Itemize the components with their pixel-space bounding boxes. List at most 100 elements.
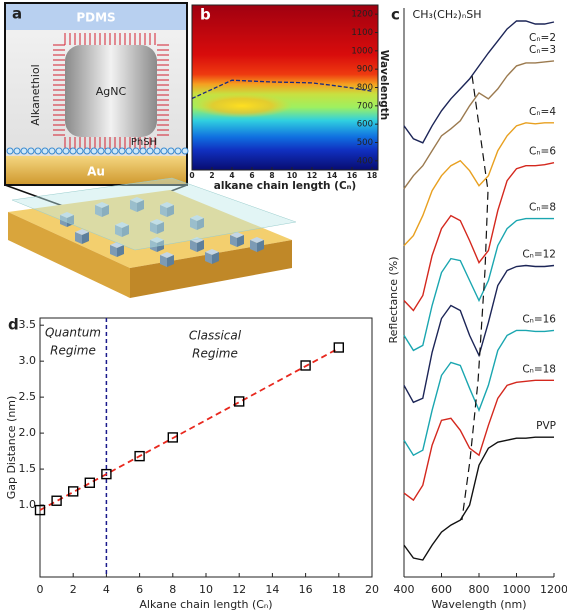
x-tick-label: 6 bbox=[136, 583, 143, 596]
y-tick-label: 2.5 bbox=[19, 390, 37, 403]
panel-label: d bbox=[8, 316, 19, 334]
linker-bead bbox=[146, 147, 154, 155]
substrate-side bbox=[8, 212, 130, 298]
cube bbox=[197, 240, 204, 252]
linker-bead bbox=[69, 147, 77, 155]
data-point bbox=[67, 486, 79, 497]
particle-label: AgNC bbox=[96, 85, 127, 98]
y-axis-title: Gap Distance (nm) bbox=[5, 396, 18, 500]
linker-bead bbox=[118, 147, 126, 155]
region-label: Regime bbox=[50, 344, 96, 358]
y-axis-title: Reflectance (%) bbox=[387, 256, 400, 343]
x-tick-label: 12 bbox=[232, 583, 246, 596]
x-tick-label: 18 bbox=[332, 583, 346, 596]
spectrum bbox=[403, 329, 555, 457]
schematic: PDMS Au AgNC Alkanethiol PhSH a bbox=[4, 2, 297, 298]
x-tick-label: 600 bbox=[431, 583, 452, 596]
linker-bead bbox=[160, 147, 168, 155]
cube bbox=[250, 240, 257, 252]
cube bbox=[190, 240, 197, 252]
contour-line bbox=[191, 79, 373, 100]
x-tick-label: 0 bbox=[37, 583, 44, 596]
linker-bead bbox=[83, 147, 91, 155]
x-axis-title: Alkane chain length (Cₙ) bbox=[139, 598, 272, 611]
cube bbox=[102, 205, 109, 217]
cube bbox=[205, 252, 212, 264]
x-tick-label: 20 bbox=[365, 583, 379, 596]
y-tick-label: 1.0 bbox=[19, 498, 37, 511]
ligand-label: Alkanethiol bbox=[29, 64, 42, 125]
series-label: Cₙ=3 bbox=[529, 44, 556, 56]
nanocube bbox=[65, 45, 157, 137]
x-tick-label: 0 bbox=[189, 171, 194, 180]
linker-bead bbox=[139, 147, 147, 155]
layer-label: Au bbox=[87, 165, 105, 179]
x-tick-label: 4 bbox=[229, 171, 234, 180]
cube bbox=[115, 225, 122, 237]
x-tick-label: 400 bbox=[394, 583, 415, 596]
glass-plate bbox=[11, 177, 297, 251]
linker-bead bbox=[174, 147, 182, 155]
cube bbox=[75, 232, 82, 244]
linker-bead bbox=[111, 147, 119, 155]
linker-bead bbox=[41, 147, 49, 155]
y-tick-label: 1200 bbox=[351, 10, 373, 20]
x-tick-label: 14 bbox=[327, 171, 337, 180]
cube bbox=[117, 245, 124, 257]
chart-title: CH₃(CH₂)ₙSH bbox=[413, 8, 482, 21]
spectrum bbox=[403, 20, 555, 144]
linker-bead bbox=[48, 147, 56, 155]
series-label: Cₙ=16 bbox=[522, 313, 556, 325]
y-tick-label: 900 bbox=[357, 65, 373, 75]
x-axis-title: Wavelength (nm) bbox=[431, 598, 526, 611]
cube bbox=[167, 205, 174, 217]
series-label: Cₙ=8 bbox=[529, 202, 556, 214]
y-tick-label: 700 bbox=[357, 101, 373, 111]
spectrum bbox=[403, 122, 554, 247]
y-tick-label: 1100 bbox=[351, 28, 373, 38]
panel-label: c bbox=[391, 6, 400, 24]
x-tick-label: 2 bbox=[70, 583, 77, 596]
linker-bead bbox=[76, 147, 84, 155]
x-tick-label: 12 bbox=[307, 171, 317, 180]
cube bbox=[82, 232, 89, 244]
series-label: Cₙ=18 bbox=[522, 363, 556, 375]
region-label: Regime bbox=[192, 347, 238, 361]
linker-bead bbox=[20, 147, 28, 155]
spectrum bbox=[403, 217, 554, 352]
linker-bead bbox=[6, 147, 14, 155]
series-label: Cₙ=12 bbox=[522, 249, 556, 261]
y-tick-label: 3.0 bbox=[19, 354, 37, 367]
linker-bead bbox=[27, 147, 35, 155]
spectrum bbox=[403, 436, 554, 561]
y-tick-label: 600 bbox=[357, 120, 373, 130]
panel-label: a bbox=[12, 5, 22, 23]
cube bbox=[197, 218, 204, 230]
region-label: Classical bbox=[189, 329, 242, 343]
cube bbox=[167, 255, 174, 267]
cube bbox=[150, 240, 157, 252]
data-point bbox=[167, 432, 179, 443]
linker-bead bbox=[153, 147, 161, 155]
cube bbox=[257, 240, 264, 252]
linker-bead bbox=[132, 147, 140, 155]
x-tick-label: 16 bbox=[347, 171, 357, 180]
au-layer bbox=[6, 156, 186, 184]
plot-frame bbox=[191, 4, 379, 171]
spectrum bbox=[403, 162, 555, 312]
x-tick-label: 1200 bbox=[540, 583, 567, 596]
x-tick-label: 14 bbox=[265, 583, 279, 596]
cube bbox=[95, 205, 102, 217]
x-tick-label: 6 bbox=[249, 171, 254, 180]
linker-bead bbox=[181, 147, 189, 155]
spectrum bbox=[403, 379, 554, 502]
linker-bead bbox=[125, 147, 133, 155]
x-tick-label: 8 bbox=[269, 171, 274, 180]
y-tick-label: 3.5 bbox=[19, 318, 37, 331]
linker-bead bbox=[90, 147, 98, 155]
series-label: Cₙ=4 bbox=[529, 106, 556, 118]
y-tick-label: 1000 bbox=[351, 46, 373, 56]
data-point bbox=[333, 342, 344, 353]
cube bbox=[157, 240, 164, 252]
